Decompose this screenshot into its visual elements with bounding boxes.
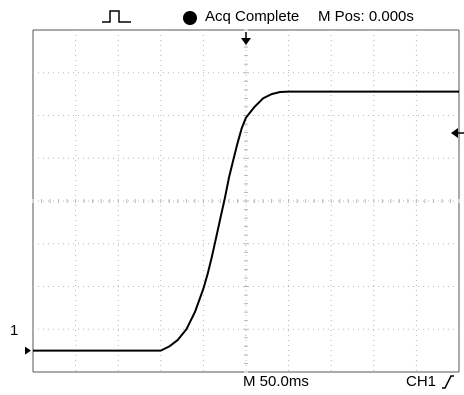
trigger-pulse-icon: [100, 8, 134, 30]
graticule: [32, 29, 460, 373]
rising-edge-icon: [440, 374, 456, 394]
trigger-position-arrow: [241, 38, 251, 45]
channel-1-label: 1: [10, 322, 19, 339]
acquisition-status-icon: [182, 10, 198, 30]
channel-1-ground-marker: [25, 346, 31, 355]
acquisition-status: Acq Complete: [205, 8, 300, 25]
position-readout: M Pos: 0.000s: [318, 8, 414, 25]
timebase-readout: M 50.0ms: [243, 373, 309, 390]
trigger-level-arrow: [451, 128, 458, 138]
channel-1-trace: [33, 90, 459, 352]
markers: [25, 32, 464, 355]
trigger-source: CH1: [406, 373, 437, 390]
